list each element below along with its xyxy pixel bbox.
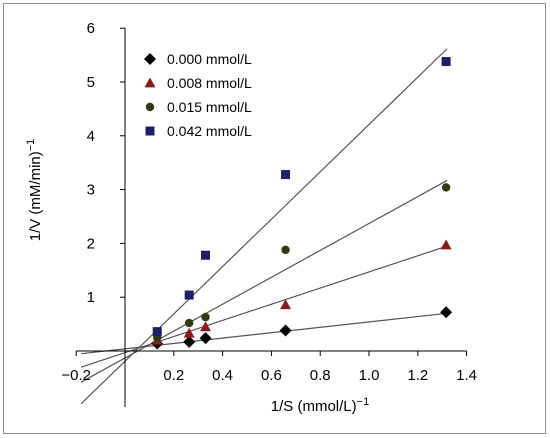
data-point-series-1 [183, 335, 196, 348]
fit-lines [80, 48, 448, 405]
legend-marker-series-1 [144, 53, 156, 65]
data-point-series-1 [199, 332, 212, 345]
data-point-series-4 [281, 170, 291, 180]
chart-frame [3, 3, 546, 434]
legend-label-series-1: 0.000 mmol/L [167, 51, 252, 67]
data-point-series-4 [201, 250, 211, 260]
data-point-series-3 [441, 183, 451, 192]
legend-marker-series-4 [145, 126, 155, 136]
y-axis-title: 1/V (mM/min)−1 [25, 139, 44, 242]
y-tick-label: 5 [87, 74, 95, 91]
fit-line-series-2 [80, 245, 448, 368]
legend-label-series-3: 0.015 mmol/L [167, 99, 252, 115]
data-point-series-2 [183, 327, 195, 338]
data-point-series-2 [440, 239, 452, 250]
fit-line-series-4 [80, 48, 448, 405]
data-point-series-4 [441, 57, 451, 67]
x-tick-label: 1.0 [359, 367, 380, 384]
x-tick-label: −0.2 [61, 367, 91, 384]
x-tick-label: 0.4 [212, 367, 233, 384]
y-tick-label: 1 [87, 289, 95, 306]
legend-marker-series-3 [145, 102, 155, 112]
x-tick-label: 0.8 [310, 367, 331, 384]
x-tick-label: 0.2 [163, 367, 184, 384]
data-point-series-3 [281, 245, 290, 255]
data-point-series-4 [184, 290, 194, 300]
data-point-series-2 [200, 321, 212, 332]
y-tick-label: 4 [87, 128, 95, 145]
y-tick-label: 6 [87, 20, 95, 37]
legend-label-series-2: 0.008 mmol/L [167, 75, 252, 91]
legend-label-series-4: 0.042 mmol/L [167, 123, 252, 139]
data-point-series-3 [201, 312, 210, 322]
legend-marker-series-2 [144, 77, 156, 88]
x-tick-label: 1.4 [456, 367, 477, 384]
fit-line-series-1 [81, 312, 448, 355]
axes: 1 2 3 4 5 6 −0.2 0.2 0.4 0.6 0.8 1.0 1.2 1.4 [61, 20, 477, 407]
y-tick-label: 3 [87, 182, 95, 199]
data-points [151, 57, 453, 350]
y-tick-label: 2 [87, 235, 95, 252]
data-point-series-3 [184, 318, 194, 328]
data-point-series-1 [279, 324, 292, 337]
legend: 0.000 mmol/L 0.008 mmol/L 0.015 mmol/L 0.04… [144, 51, 252, 139]
fit-line-series-3 [80, 179, 448, 383]
data-point-series-4 [152, 327, 162, 337]
data-point-series-1 [440, 306, 453, 319]
data-point-series-2 [280, 299, 292, 310]
x-axis-title: 1/S (mmol/L)−1 [271, 396, 369, 415]
x-tick-label: 1.2 [407, 367, 428, 384]
x-tick-label: 0.6 [261, 367, 282, 384]
